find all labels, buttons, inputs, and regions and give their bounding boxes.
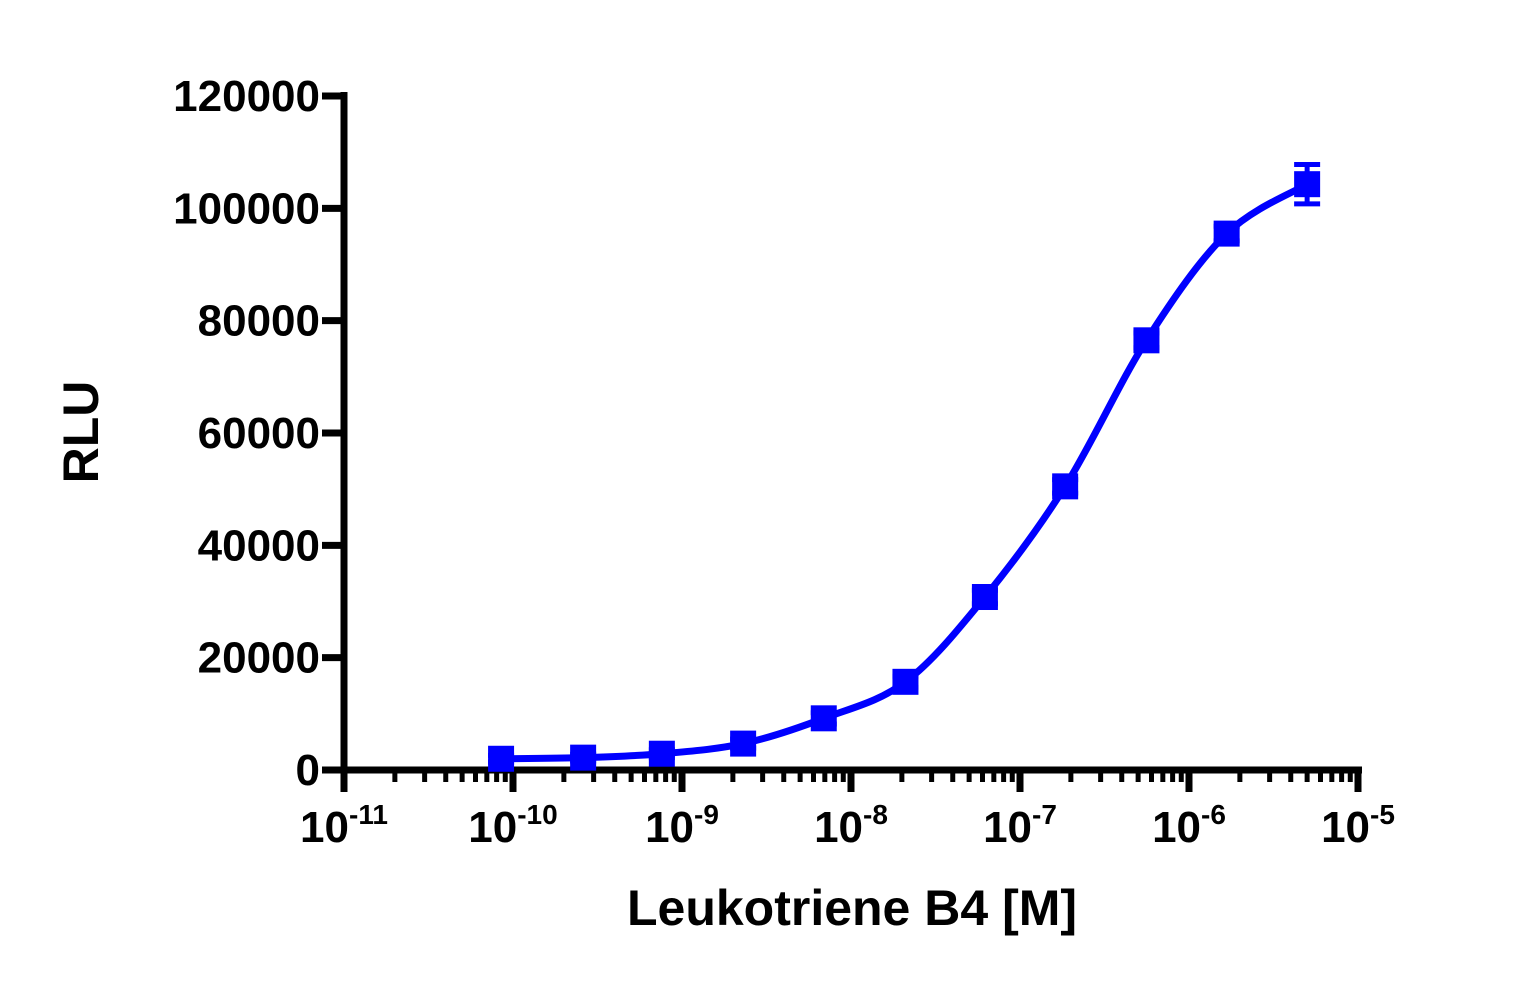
- y-axis: 0 20000 40000 60000 80000 100000 120000: [173, 72, 348, 795]
- data-point: [730, 730, 757, 757]
- x-tick-label: 10-5: [1321, 799, 1395, 852]
- data-point: [1133, 327, 1160, 354]
- x-tick-label: 10-6: [1152, 799, 1226, 852]
- data-point: [648, 740, 675, 767]
- y-tick-label: 20000: [198, 634, 320, 683]
- y-tick-label: 80000: [198, 297, 320, 346]
- data-point: [892, 668, 919, 695]
- plot-area: [488, 162, 1321, 772]
- x-tick-label: 10-10: [468, 799, 557, 852]
- y-tick-label: 120000: [173, 72, 320, 121]
- data-point: [488, 745, 515, 772]
- data-point: [810, 705, 837, 732]
- y-tick-label: 60000: [198, 409, 320, 458]
- data-point: [971, 584, 998, 611]
- x-tick-label: 10-8: [814, 799, 888, 852]
- x-tick-label: 10-11: [300, 799, 388, 852]
- x-tick-label: 10-7: [983, 799, 1057, 852]
- x-axis: 10-11 10-10 10-9 10-8 10-7 10-6 10-5: [300, 766, 1395, 852]
- x-axis-title: Leukotriene B4 [M]: [627, 880, 1077, 936]
- data-point: [1052, 473, 1079, 500]
- data-point: [570, 744, 597, 771]
- data-point: [1294, 171, 1321, 198]
- y-axis-title: RLU: [53, 381, 109, 484]
- y-tick-label: 100000: [173, 184, 320, 233]
- y-tick-label: 40000: [198, 521, 320, 570]
- y-tick-label: 0: [296, 746, 320, 795]
- data-point: [1213, 220, 1240, 247]
- x-tick-label: 10-9: [645, 799, 719, 852]
